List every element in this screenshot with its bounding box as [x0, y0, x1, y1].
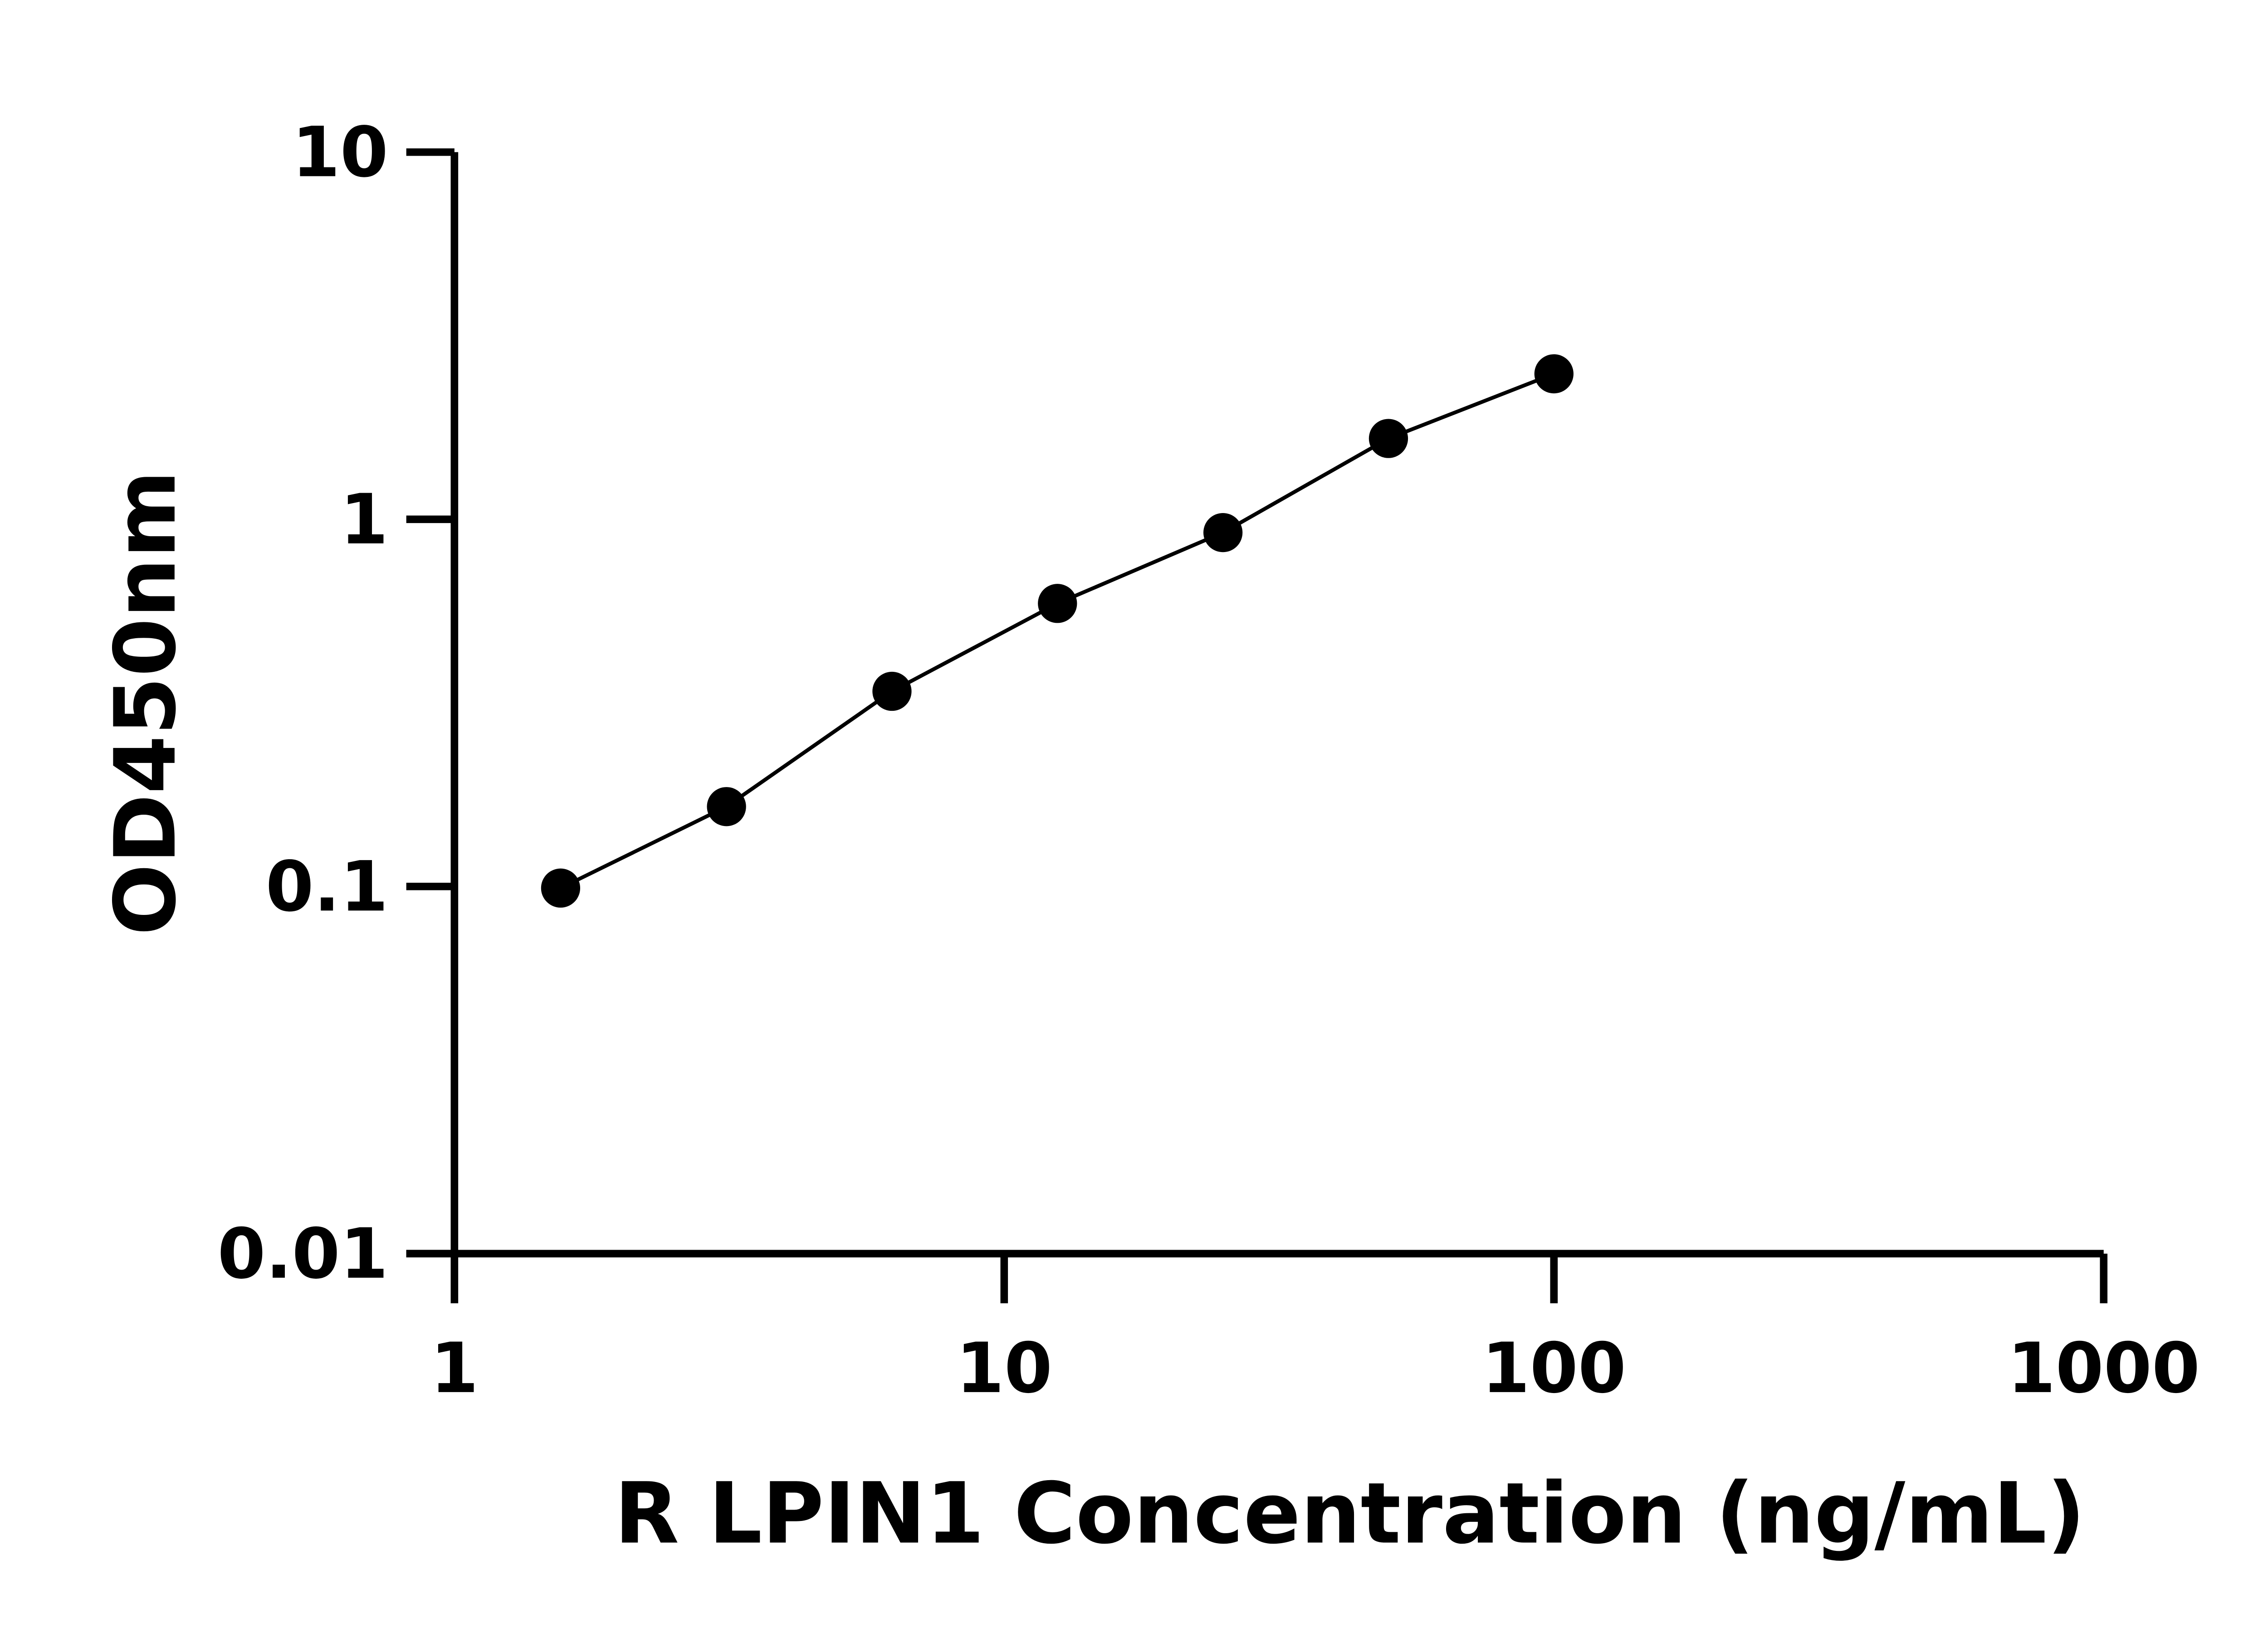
x-tick-label: 1: [430, 1328, 479, 1408]
x-axis-title: R LPIN1 Concentration (ng/mL): [614, 1465, 2085, 1563]
data-point: [1038, 584, 1077, 623]
y-tick-label: 1: [340, 479, 388, 560]
y-tick-label: 0.1: [266, 846, 388, 927]
data-point: [1534, 354, 1574, 394]
data-point: [872, 671, 912, 711]
axes: [406, 148, 2108, 1304]
tick-labels: 1 10 100 1000 0.01 0.1 1 10: [217, 112, 2200, 1408]
data-point: [707, 787, 746, 826]
y-tick-label: 0.01: [217, 1213, 388, 1294]
x-tick-label: 1000: [2007, 1328, 2200, 1408]
x-tick-label: 10: [956, 1328, 1052, 1408]
y-axis-title: OD450nm: [97, 470, 195, 936]
x-tick-label: 100: [1482, 1328, 1627, 1408]
data-point: [1203, 513, 1243, 552]
data-points: [541, 354, 1574, 908]
data-point: [1369, 419, 1408, 458]
y-tick-label: 10: [292, 112, 388, 192]
data-point: [541, 868, 581, 908]
